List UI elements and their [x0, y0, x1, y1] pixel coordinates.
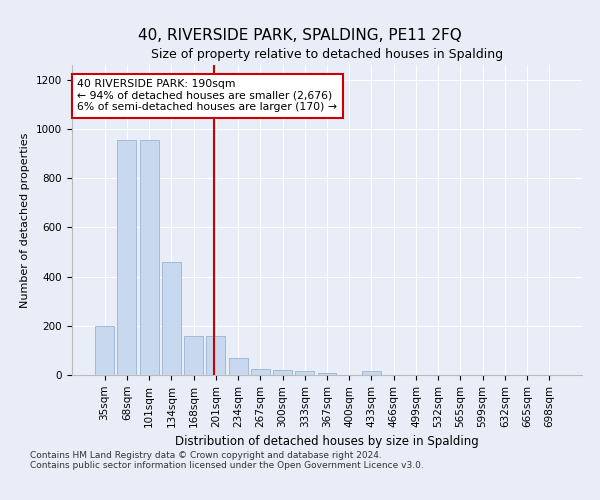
Bar	[95, 326, 114, 375]
Bar	[362, 372, 381, 375]
Bar	[251, 369, 270, 375]
Bar	[295, 372, 314, 375]
Bar	[317, 372, 337, 375]
X-axis label: Distribution of detached houses by size in Spalding: Distribution of detached houses by size …	[175, 435, 479, 448]
Text: 40 RIVERSIDE PARK: 190sqm
← 94% of detached houses are smaller (2,676)
6% of sem: 40 RIVERSIDE PARK: 190sqm ← 94% of detac…	[77, 79, 337, 112]
Bar	[229, 358, 248, 375]
Text: Contains public sector information licensed under the Open Government Licence v3: Contains public sector information licen…	[30, 460, 424, 469]
Y-axis label: Number of detached properties: Number of detached properties	[20, 132, 31, 308]
Bar	[118, 140, 136, 375]
Text: 40, RIVERSIDE PARK, SPALDING, PE11 2FQ: 40, RIVERSIDE PARK, SPALDING, PE11 2FQ	[138, 28, 462, 42]
Bar	[140, 140, 158, 375]
Title: Size of property relative to detached houses in Spalding: Size of property relative to detached ho…	[151, 48, 503, 61]
Bar	[273, 370, 292, 375]
Bar	[206, 336, 225, 375]
Bar	[184, 336, 203, 375]
Bar	[162, 262, 181, 375]
Text: Contains HM Land Registry data © Crown copyright and database right 2024.: Contains HM Land Registry data © Crown c…	[30, 450, 382, 460]
